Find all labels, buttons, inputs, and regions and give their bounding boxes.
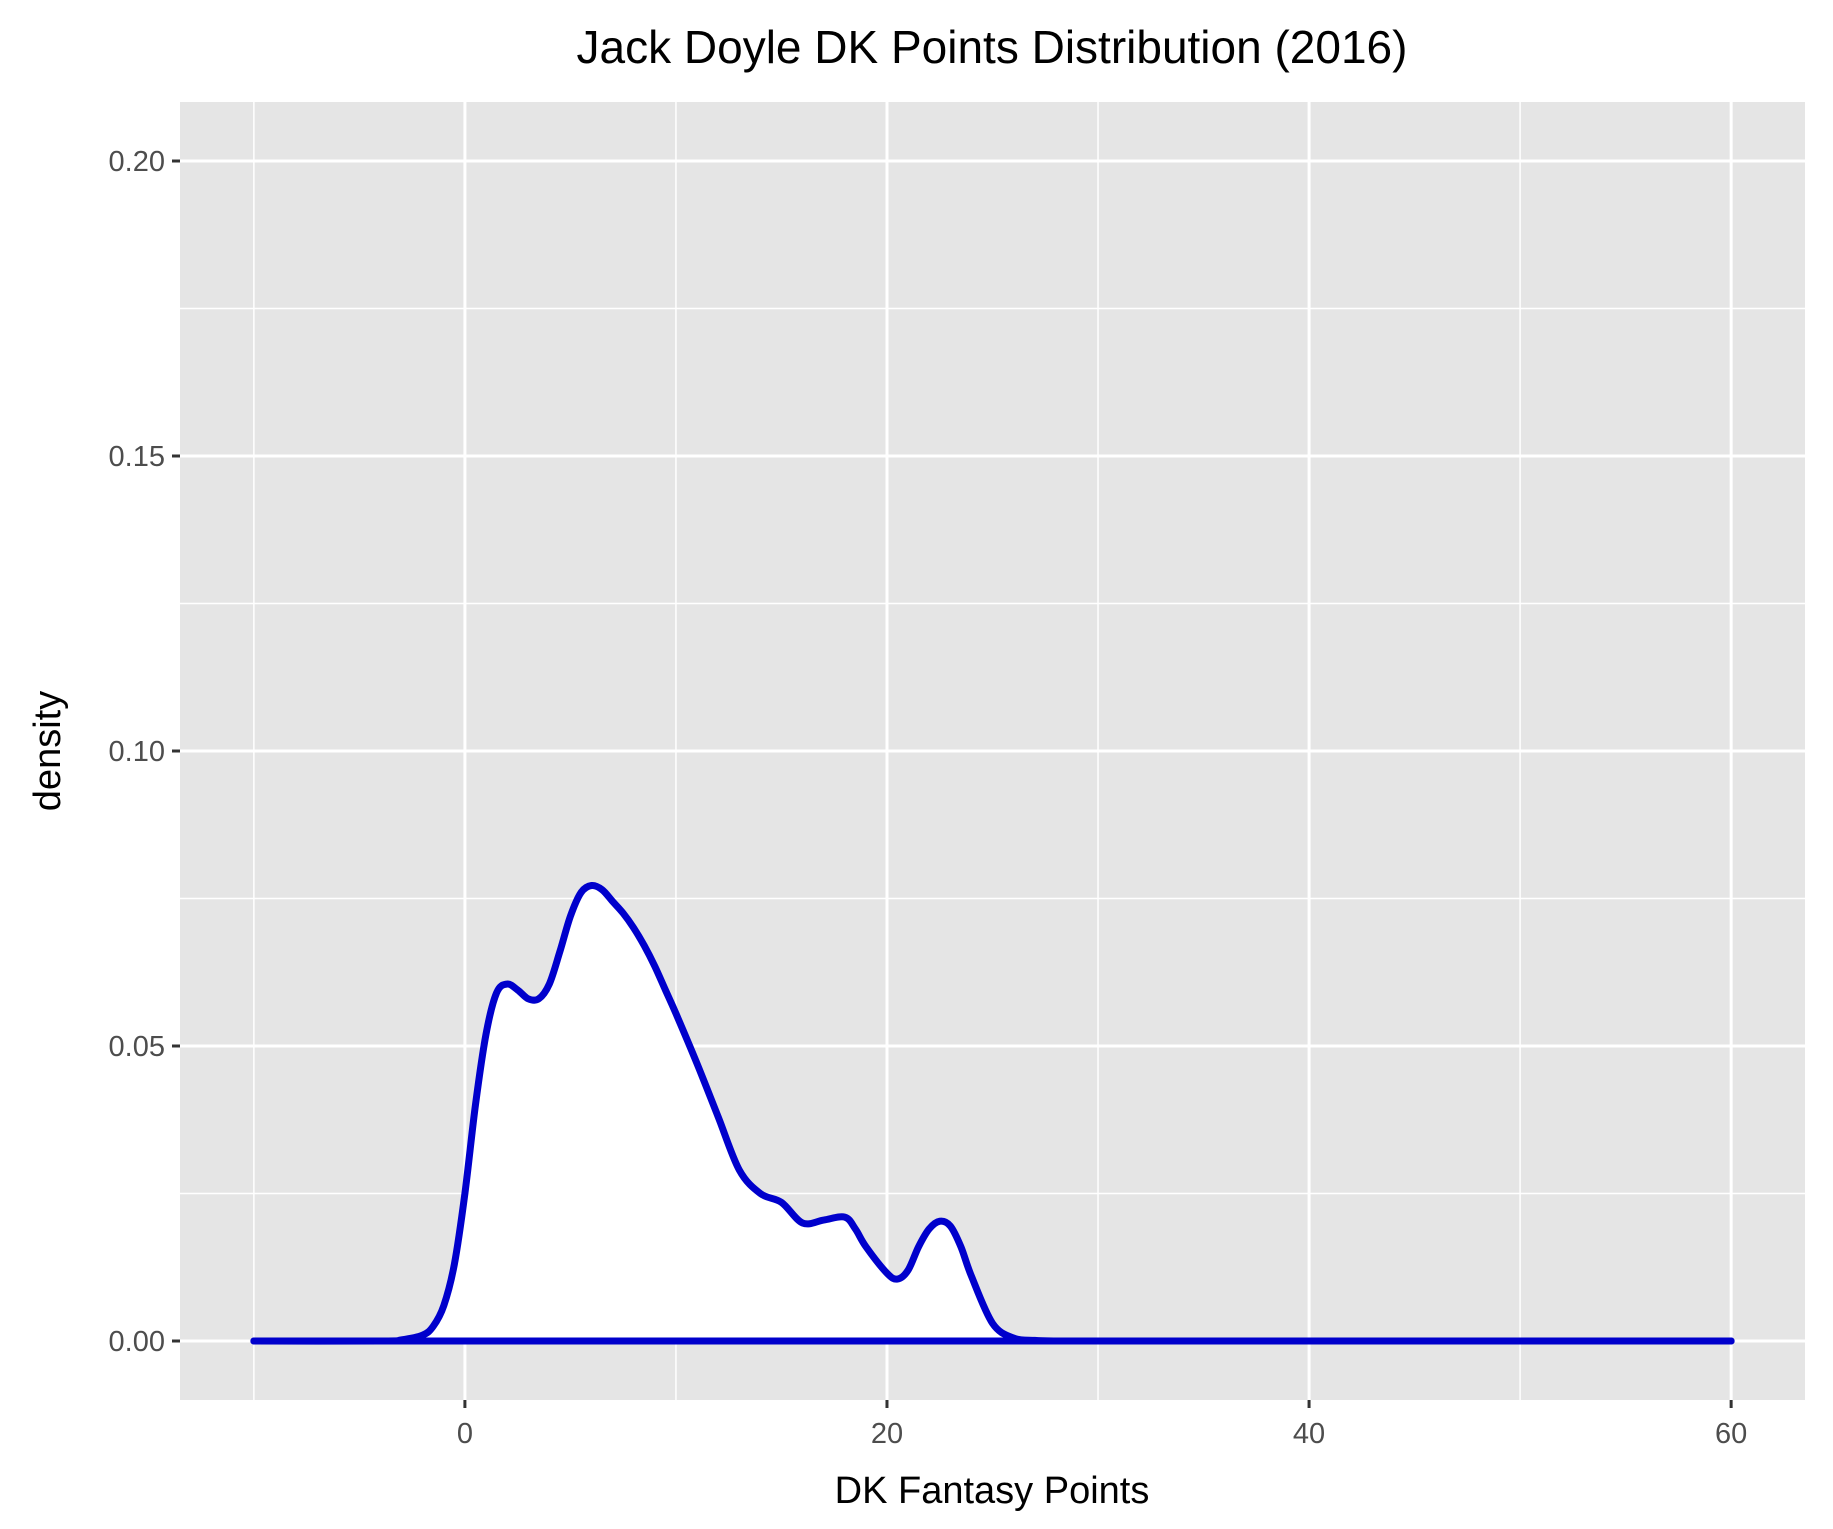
density-area-fill	[253, 885, 1732, 1342]
y-tick-label: 0.20	[109, 146, 165, 178]
x-axis-label: DK Fantasy Points	[835, 1470, 1150, 1512]
density-curve	[250, 881, 1735, 1345]
axis-layer: 0.00 0.05 0.10 0.15 0.20 0 20 40 60	[109, 146, 1748, 1450]
data-layer	[250, 881, 1735, 1345]
y-tick-label: 0.05	[109, 1031, 165, 1063]
y-axis-label: density	[27, 691, 69, 811]
x-tick-label: 0	[457, 1418, 473, 1450]
x-tick-label: 20	[871, 1418, 903, 1450]
y-tick-label: 0.00	[109, 1326, 165, 1358]
y-tick-label: 0.15	[109, 441, 165, 473]
y-tick-label: 0.10	[109, 736, 165, 768]
x-tick-label: 40	[1293, 1418, 1325, 1450]
x-tick-label: 60	[1715, 1418, 1747, 1450]
chart-title: Jack Doyle DK Points Distribution (2016)	[577, 21, 1408, 73]
